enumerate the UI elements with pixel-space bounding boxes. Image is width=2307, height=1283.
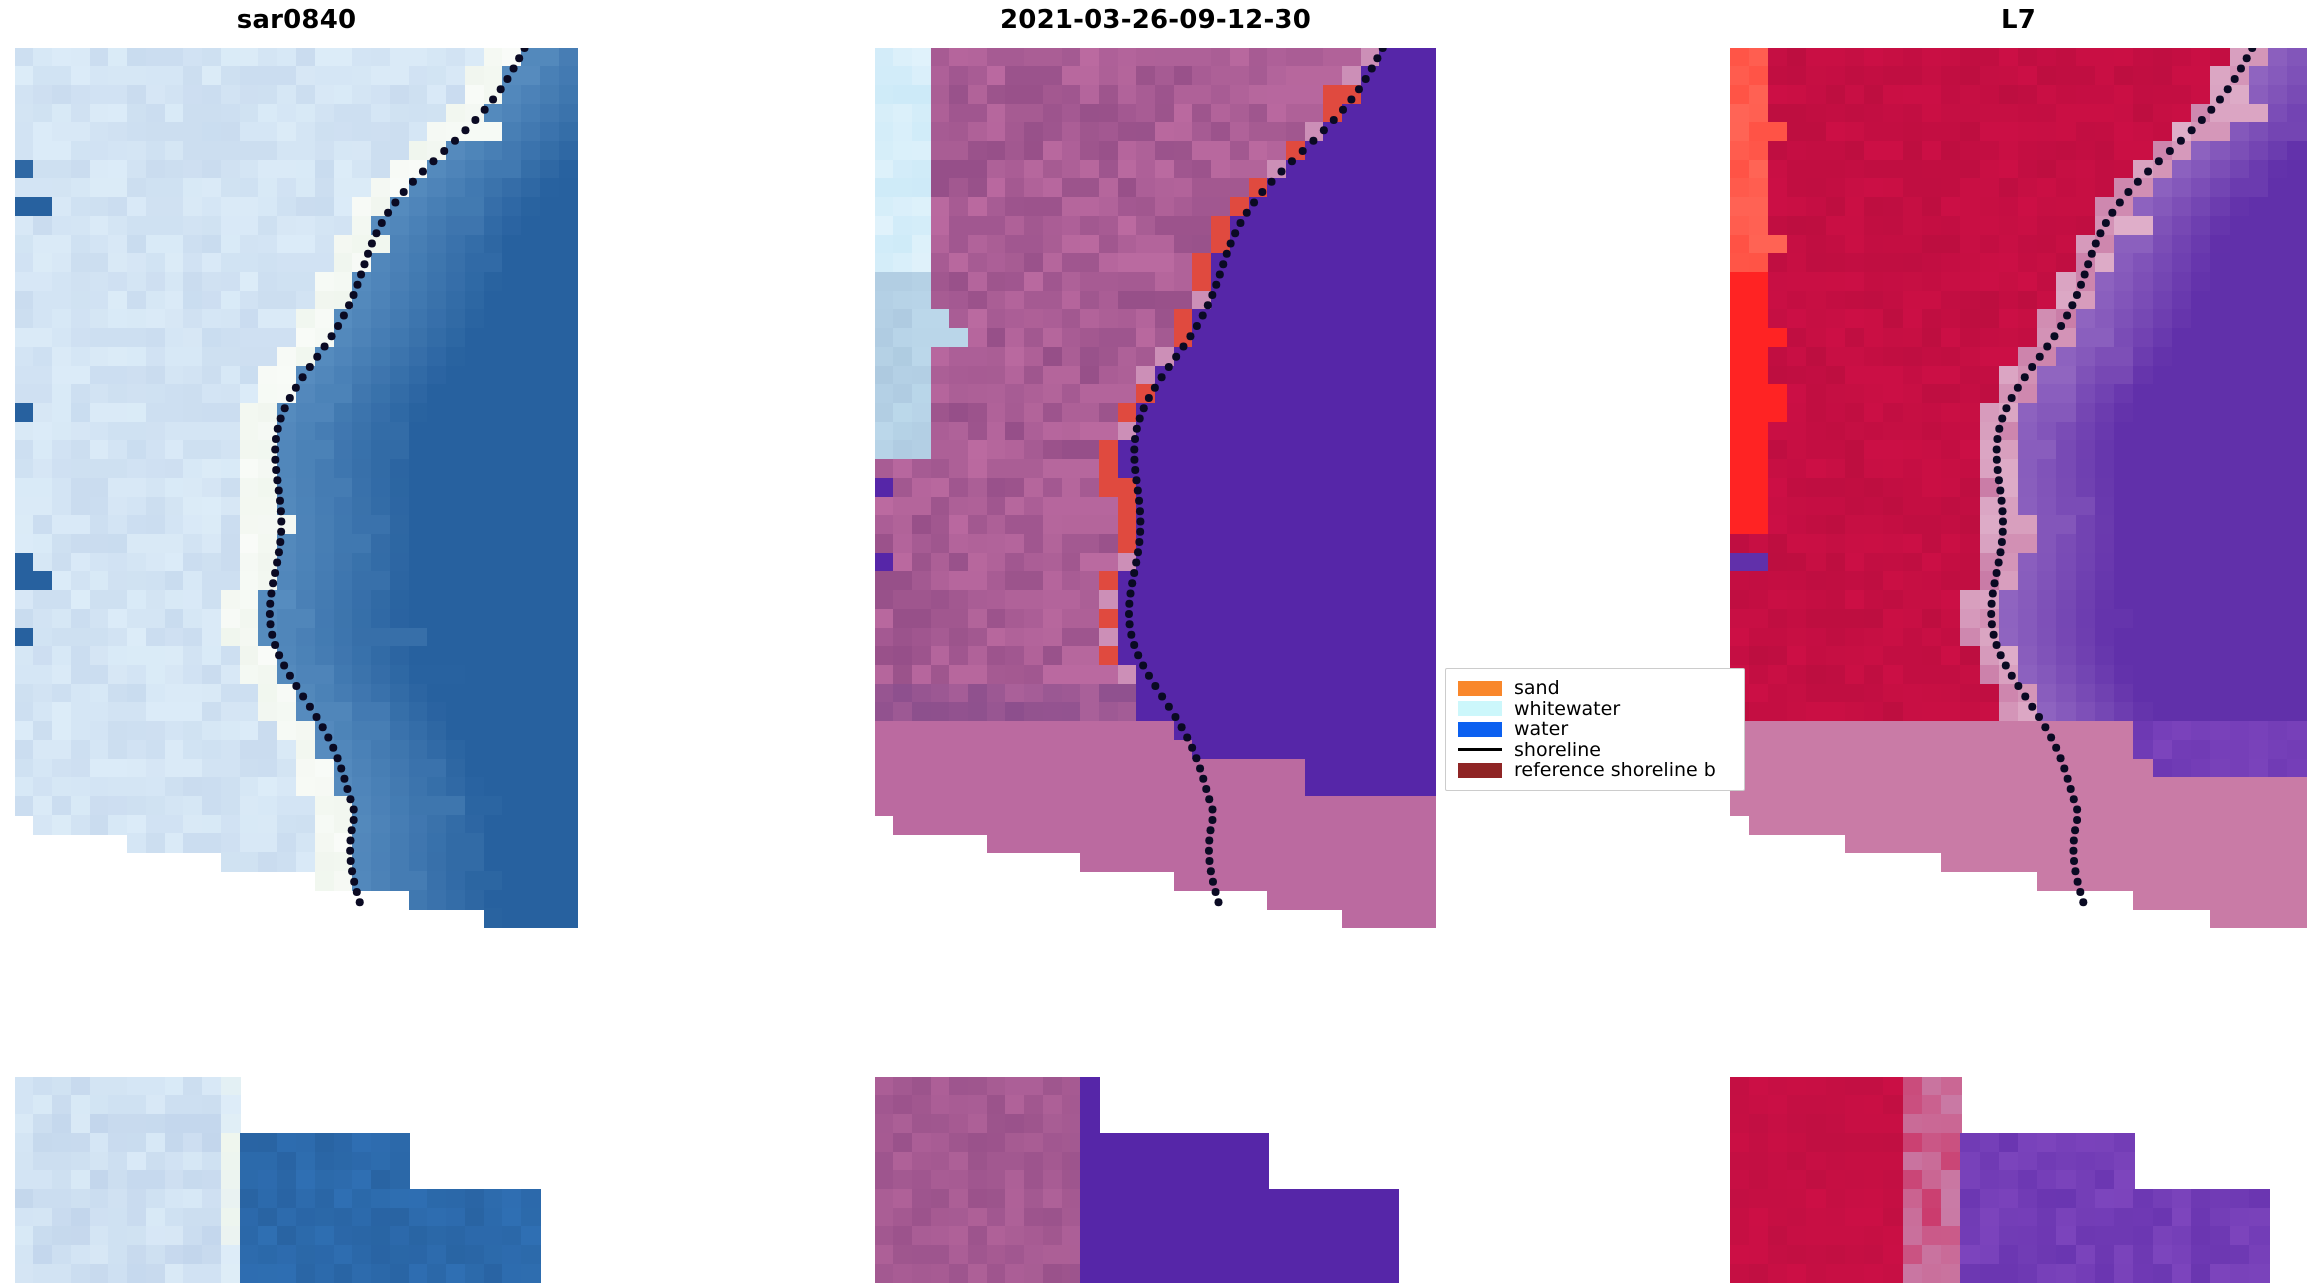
panel-title-sar: sar0840 — [236, 5, 357, 35]
legend-item-whitewater: whitewater — [1458, 699, 1734, 720]
legend-item-reference-shoreline-buffer: reference shoreline b — [1458, 760, 1734, 781]
legend-swatch-shoreline — [1458, 742, 1502, 757]
panel-title-l7: L7 — [2000, 5, 2037, 35]
panel-image-classified[interactable] — [875, 48, 1436, 1283]
panel-image-l7[interactable] — [1730, 48, 2307, 1283]
panel-title-classified: 2021-03-26-09-12-30 — [999, 5, 1312, 35]
legend-swatch-whitewater — [1458, 701, 1502, 717]
legend-label-sand: sand — [1514, 677, 1560, 700]
legend-item-water: water — [1458, 719, 1734, 740]
legend-swatch-water — [1458, 721, 1502, 737]
legend-label-reference-shoreline-buffer: reference shoreline b — [1514, 759, 1716, 782]
legend-item-sand: sand — [1458, 678, 1734, 699]
legend-swatch-sand — [1458, 680, 1502, 696]
raster-canvas-sar — [15, 48, 578, 1283]
legend-swatch-reference-shoreline-buffer — [1458, 762, 1502, 778]
legend-box[interactable]: sand whitewater water shoreline referenc… — [1445, 668, 1745, 791]
legend-label-whitewater: whitewater — [1514, 697, 1621, 720]
raster-canvas-classified — [875, 48, 1436, 1283]
legend-label-shoreline: shoreline — [1514, 738, 1601, 761]
legend-item-shoreline: shoreline — [1458, 740, 1734, 761]
legend-label-water: water — [1514, 718, 1569, 741]
panel-image-sar[interactable] — [15, 48, 578, 1283]
raster-canvas-l7 — [1730, 48, 2307, 1283]
